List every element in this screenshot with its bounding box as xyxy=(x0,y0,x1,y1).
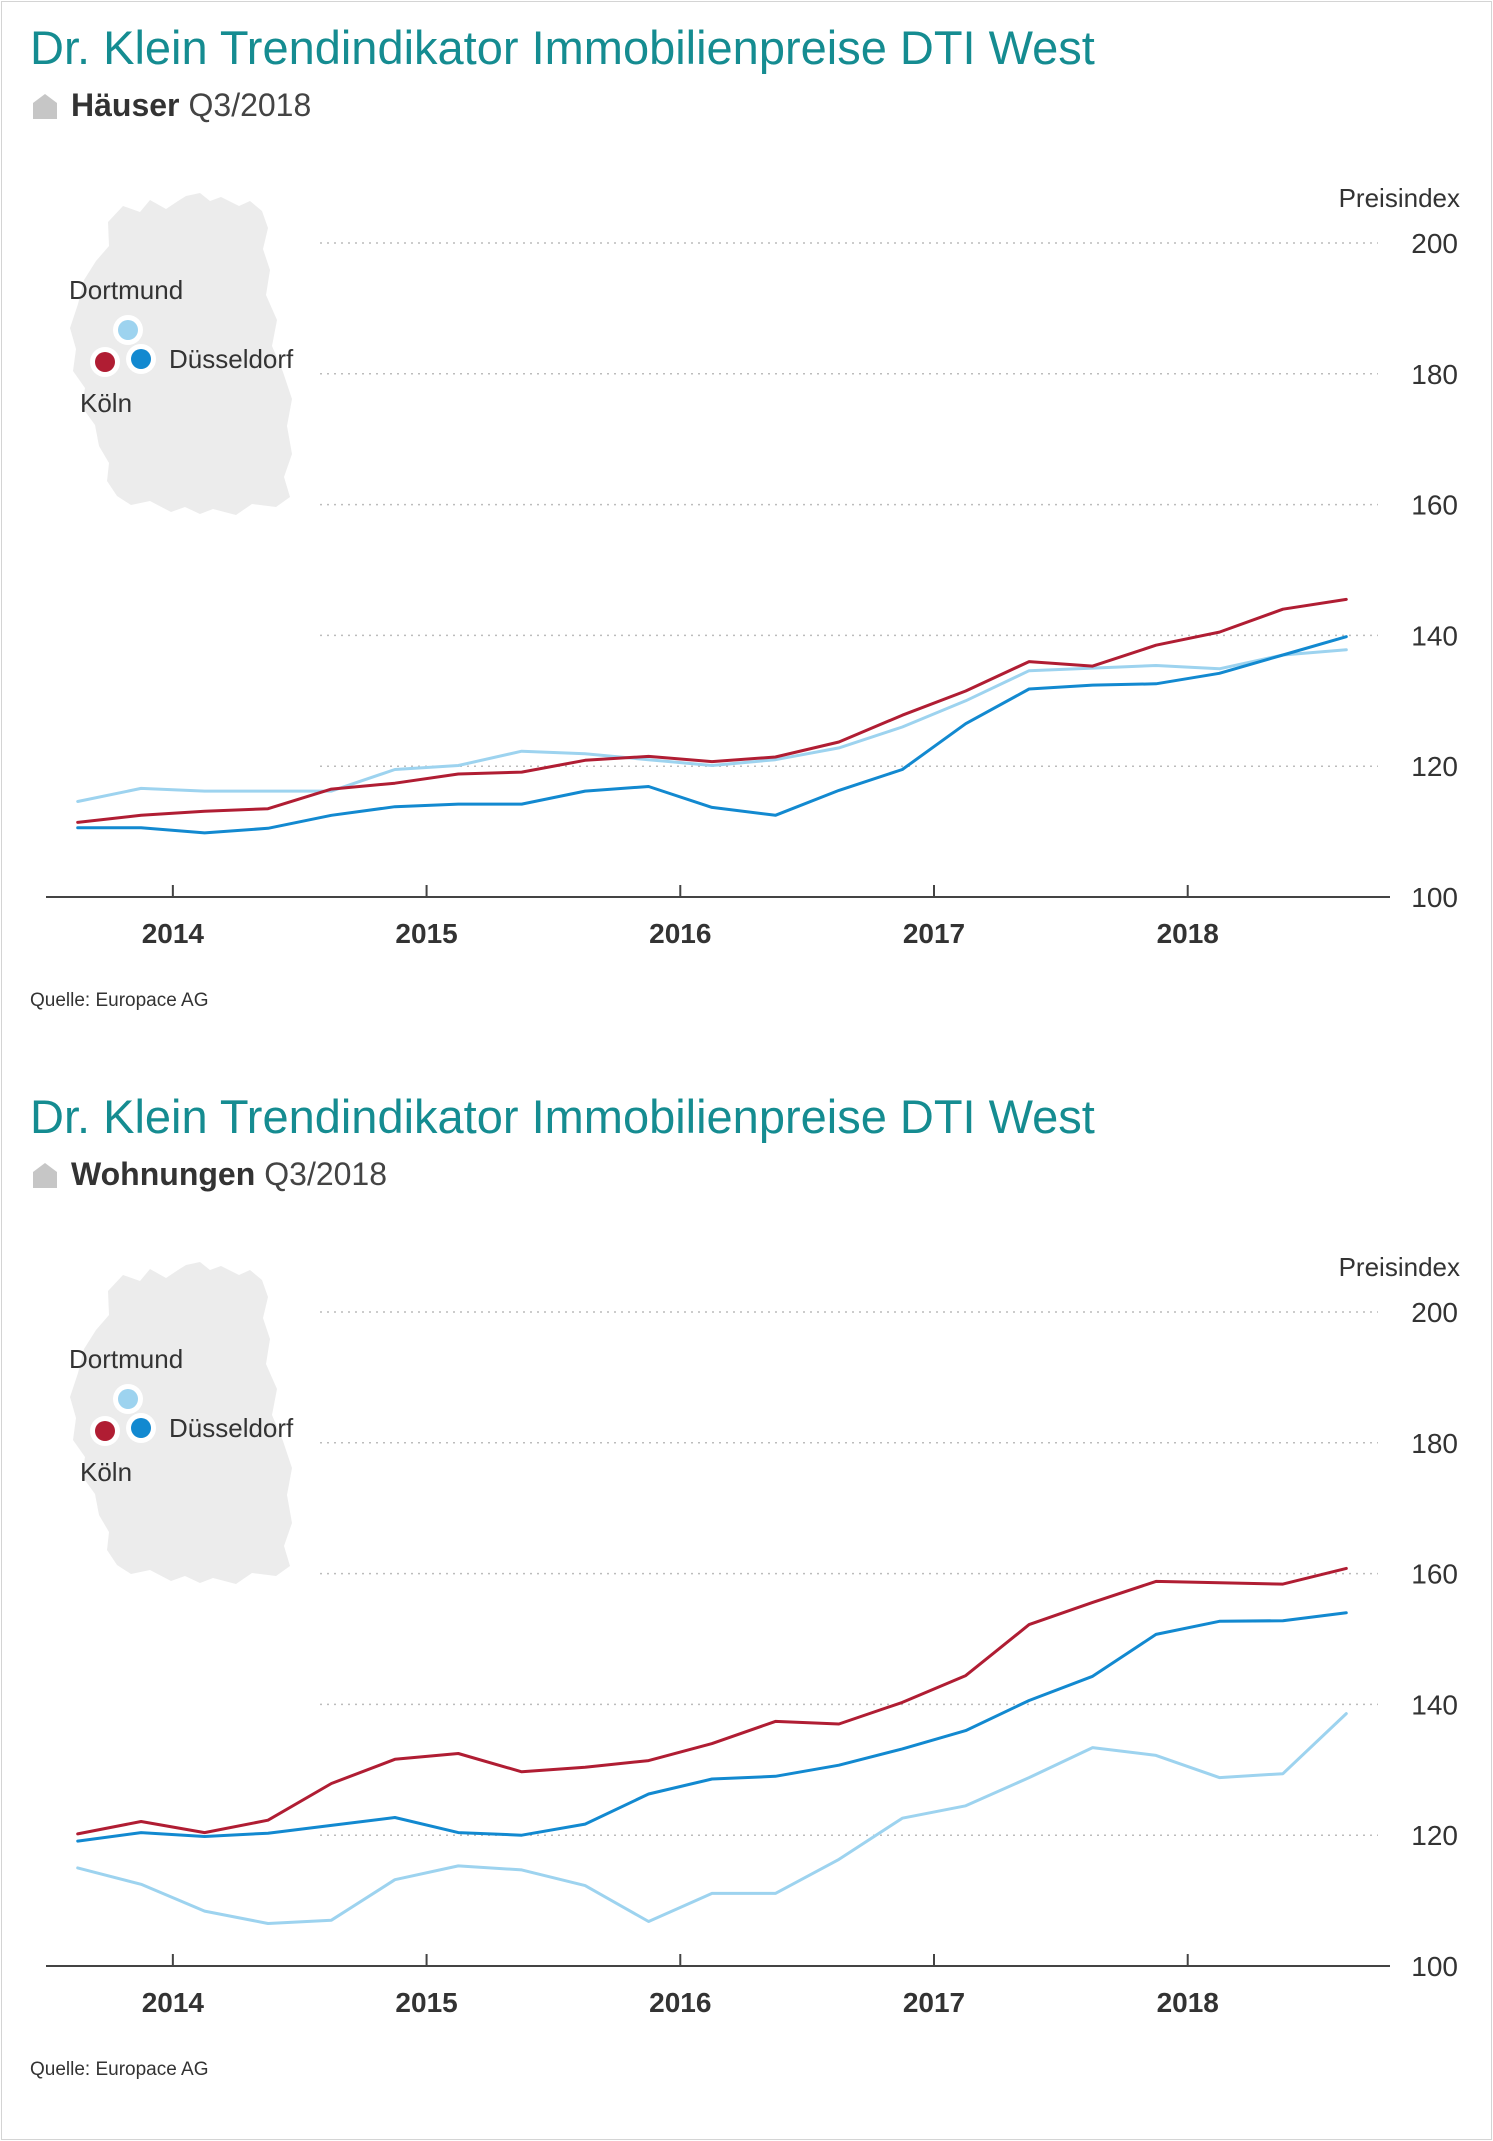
y-tick-label: 100 xyxy=(1411,882,1458,913)
city-label-duesseldorf: Düsseldorf xyxy=(169,344,294,374)
city-dot-koeln xyxy=(95,1421,115,1441)
germany-map-shape xyxy=(70,1262,292,1584)
series-line-koeln xyxy=(76,597,1348,824)
line-chart-apartments: Preisindex 100 120 140 160 180 200 2014 2015 2016… xyxy=(46,1252,1460,2018)
germany-map-shape xyxy=(70,193,292,515)
y-tick-label: 120 xyxy=(1411,751,1458,782)
y-axis-label: Preisindex xyxy=(1339,1252,1460,1282)
city-label-dortmund: Dortmund xyxy=(69,275,183,305)
city-label-koeln: Köln xyxy=(80,388,132,418)
x-tick-label: 2017 xyxy=(903,918,965,949)
house-icon xyxy=(33,1162,57,1188)
subtitle-category: Wohnungen xyxy=(71,1156,256,1192)
y-tick-label: 200 xyxy=(1411,1297,1458,1328)
series-line-dortmund xyxy=(76,1712,1348,1925)
city-dot-duesseldorf xyxy=(131,1418,151,1438)
y-tick-label: 100 xyxy=(1411,1951,1458,1982)
germany-map-icon xyxy=(70,193,292,515)
chart-panel-houses: Dr. Klein Trendindikator Immobilienpreis… xyxy=(0,0,1493,1070)
y-tick-label: 160 xyxy=(1411,490,1458,521)
germany-map-icon xyxy=(70,1262,292,1584)
x-tick-label: 2018 xyxy=(1157,1987,1219,2018)
series-line-duesseldorf xyxy=(76,1611,1348,1843)
y-tick-label: 160 xyxy=(1411,1559,1458,1590)
series-line-duesseldorf xyxy=(76,635,1348,835)
x-tick-label: 2014 xyxy=(142,918,205,949)
series-line-dortmund xyxy=(76,648,1348,803)
x-tick-label: 2014 xyxy=(142,1987,205,2018)
chart-title: Dr. Klein Trendindikator Immobilienpreis… xyxy=(30,1090,1095,1143)
chart-subtitle: Häuser Q3/2018 xyxy=(31,87,311,124)
city-dot-dortmund xyxy=(118,1389,138,1409)
subtitle-category: Häuser xyxy=(71,87,180,123)
y-tick-label: 140 xyxy=(1411,620,1458,651)
source-note: Quelle: Europace AG xyxy=(30,990,209,1011)
chart-panel-apartments: Dr. Klein Trendindikator Immobilienpreis… xyxy=(0,1069,1493,2139)
house-icon xyxy=(33,93,57,119)
line-chart-houses: Preisindex 100 120 140 160 180 200 2014 2015 2016… xyxy=(46,183,1460,949)
y-tick-label: 200 xyxy=(1411,228,1458,259)
x-tick-label: 2016 xyxy=(649,918,711,949)
y-tick-label: 120 xyxy=(1411,1820,1458,1851)
y-tick-label: 140 xyxy=(1411,1689,1458,1720)
x-tick-label: 2016 xyxy=(649,1987,711,2018)
city-dot-koeln xyxy=(95,352,115,372)
city-dot-duesseldorf xyxy=(131,349,151,369)
x-tick-label: 2017 xyxy=(903,1987,965,2018)
source-note: Quelle: Europace AG xyxy=(30,2059,209,2080)
y-axis-label: Preisindex xyxy=(1339,183,1460,213)
city-label-duesseldorf: Düsseldorf xyxy=(169,1413,294,1443)
y-tick-label: 180 xyxy=(1411,359,1458,390)
city-dot-dortmund xyxy=(118,320,138,340)
x-tick-label: 2018 xyxy=(1157,918,1219,949)
series-line-koeln xyxy=(76,1566,1348,1836)
city-label-koeln: Köln xyxy=(80,1457,132,1487)
x-tick-label: 2015 xyxy=(395,918,457,949)
subtitle-period: Q3/2018 xyxy=(188,87,312,123)
chart-subtitle: Wohnungen Q3/2018 xyxy=(31,1156,387,1193)
subtitle-period: Q3/2018 xyxy=(264,1156,388,1192)
y-tick-label: 180 xyxy=(1411,1428,1458,1459)
city-label-dortmund: Dortmund xyxy=(69,1344,183,1374)
chart-title: Dr. Klein Trendindikator Immobilienpreis… xyxy=(30,21,1095,74)
x-tick-label: 2015 xyxy=(395,1987,457,2018)
